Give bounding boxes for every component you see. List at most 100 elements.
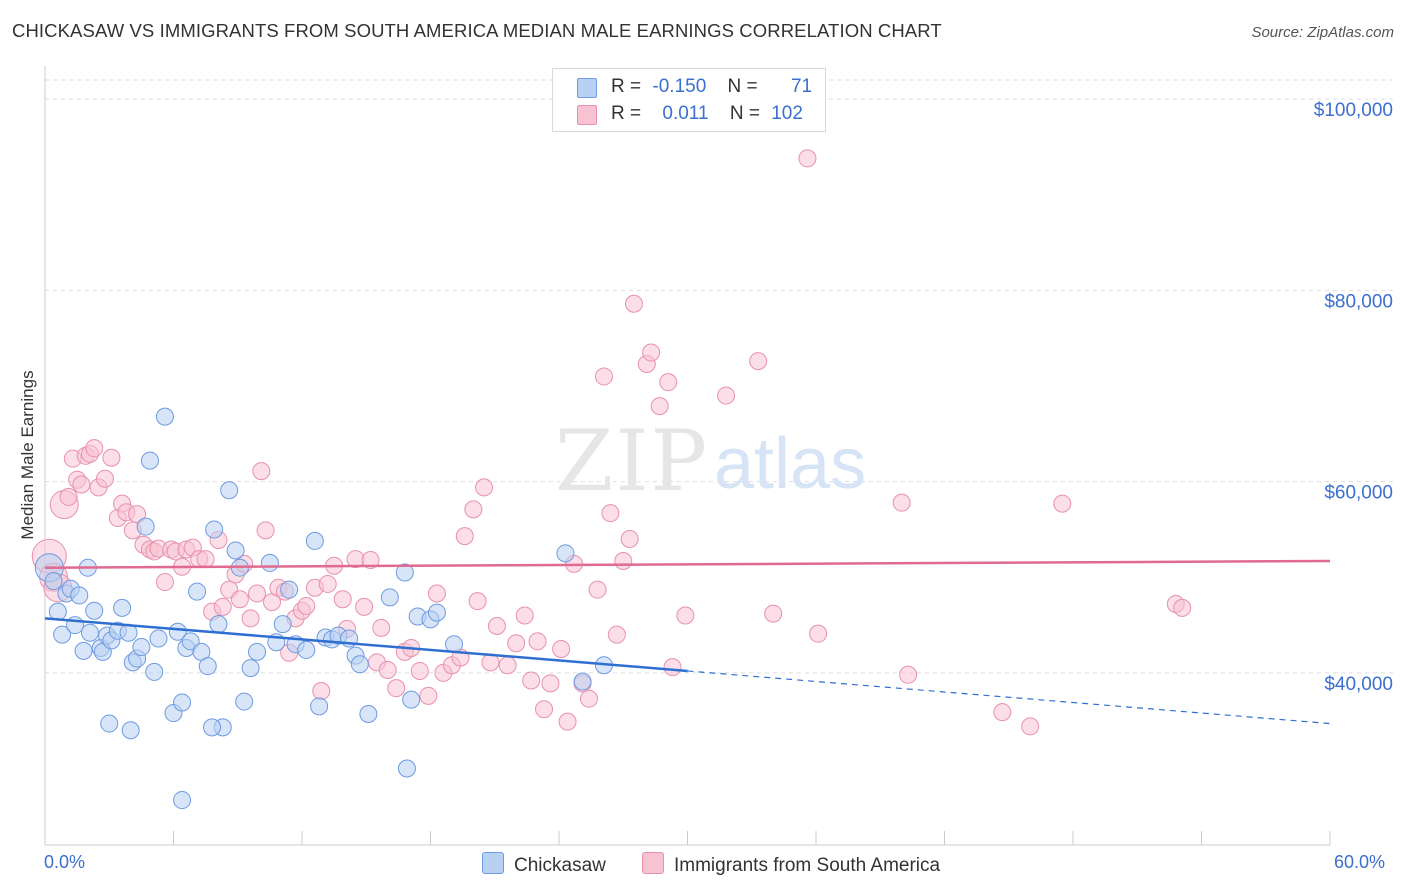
immigrants-point — [498, 656, 517, 675]
chickasaw-point — [188, 582, 207, 601]
chickasaw-point — [100, 714, 119, 733]
chickasaw-trend-line — [44, 617, 688, 673]
y-tick-label: $60,000 — [1324, 483, 1393, 504]
chickasaw-point — [145, 662, 164, 681]
chickasaw-point — [70, 586, 89, 605]
chickasaw-point — [305, 531, 324, 550]
immigrants-point — [419, 686, 438, 705]
legend-n-value: 102 — [771, 103, 803, 124]
legend-n-label: N = — [729, 103, 760, 124]
immigrants-point — [102, 448, 121, 467]
immigrants-point — [361, 551, 380, 570]
correlation-legend: R = -0.150 N = 71 R = 0.011 N = 102 — [552, 68, 826, 132]
x-tick-max: 60.0% — [1334, 852, 1386, 872]
chickasaw-point — [85, 601, 104, 620]
chickasaw-point — [140, 451, 159, 470]
y-tick-label: $80,000 — [1324, 291, 1393, 312]
legend-swatch-blue — [577, 78, 597, 98]
chickasaw-point — [350, 655, 369, 674]
watermark: ZIP atlas — [555, 412, 866, 510]
chickasaw-point — [280, 580, 299, 599]
chickasaw-point — [132, 638, 151, 657]
immigrants-point — [230, 590, 249, 609]
chickasaw-point — [397, 759, 416, 778]
immigrants-point — [717, 386, 736, 405]
immigrants-point — [552, 639, 571, 658]
axes — [44, 66, 1331, 846]
immigrants-point — [601, 504, 620, 523]
chickasaw-point — [113, 598, 132, 617]
immigrants-point — [507, 634, 526, 653]
chickasaw-point — [80, 623, 99, 642]
immigrants-point — [1173, 598, 1192, 617]
x-tick-min: 0.0% — [44, 852, 86, 872]
chickasaw-point — [181, 632, 200, 651]
chickasaw-point — [427, 603, 446, 622]
chickasaw-point — [556, 544, 575, 563]
immigrants-point — [663, 658, 682, 677]
immigrants-point — [256, 521, 275, 540]
immigrants-point — [318, 574, 337, 593]
immigrants-point — [764, 604, 783, 623]
bottom-legend-swatch-pink — [642, 852, 664, 874]
bottom-legend-immigrants: Immigrants from South America — [642, 852, 940, 877]
y-tick-label: $40,000 — [1324, 674, 1393, 695]
chickasaw-trend-extension — [687, 670, 1331, 725]
immigrants-point — [59, 487, 78, 506]
immigrants-point — [650, 397, 669, 416]
legend-r-label: R = — [611, 76, 642, 97]
y-tick-labels: $40,000 $60,000 $80,000 $100,000 — [1314, 100, 1393, 695]
chickasaw-point — [53, 625, 72, 644]
immigrants-point — [155, 573, 174, 592]
chickasaw-point — [220, 481, 239, 500]
immigrants-point — [798, 149, 817, 168]
immigrants-point — [213, 597, 232, 616]
immigrants-point — [624, 294, 643, 313]
source-label: Source: ZipAtlas.com — [1251, 24, 1394, 41]
immigrants-point — [248, 584, 267, 603]
chickasaw-point — [395, 563, 414, 582]
immigrants-point — [72, 475, 91, 494]
bottom-legend-swatch-blue — [482, 852, 504, 874]
immigrants-point — [620, 530, 639, 548]
chickasaw-point — [209, 615, 228, 634]
chickasaw-point — [173, 791, 192, 810]
legend-r-label: R = — [611, 103, 642, 124]
chart-title: CHICKASAW VS IMMIGRANTS FROM SOUTH AMERI… — [12, 20, 942, 41]
immigrants-point — [196, 550, 215, 569]
chickasaw-point — [573, 672, 592, 691]
legend-r-value: 0.011 — [662, 103, 709, 124]
legend-swatch-pink — [577, 105, 597, 125]
immigrants-point — [993, 703, 1012, 722]
immigrants-point — [892, 493, 911, 512]
chickasaw-point — [359, 704, 378, 723]
immigrants-point — [1053, 494, 1072, 513]
chickasaw-point — [203, 718, 222, 737]
immigrants-point — [899, 665, 918, 684]
immigrants-point — [387, 679, 406, 698]
chickasaw-point — [173, 693, 192, 712]
immigrants-point — [355, 597, 374, 616]
chickasaw-point — [198, 657, 217, 676]
immigrants-point — [642, 343, 661, 362]
grid-lines — [45, 79, 1395, 674]
immigrants-point — [749, 352, 768, 371]
immigrants-point — [312, 682, 331, 701]
bottom-legend-label: Immigrants from South America — [674, 855, 941, 876]
immigrants-point — [607, 625, 626, 644]
bottom-legend-chickasaw: Chickasaw — [482, 852, 606, 877]
immigrants-point — [475, 478, 494, 497]
chickasaw-point — [205, 520, 224, 539]
chickasaw-point — [44, 572, 63, 591]
immigrants-point — [252, 462, 271, 481]
chickasaw-point — [402, 690, 421, 709]
immigrants-point — [515, 606, 534, 625]
chickasaw-point — [235, 692, 254, 711]
chickasaw-point — [74, 641, 93, 660]
immigrants-point — [297, 596, 316, 615]
immigrants-point — [588, 580, 607, 599]
chickasaw-point — [121, 721, 140, 740]
immigrants-point — [487, 617, 506, 636]
chickasaw-point — [155, 407, 174, 426]
